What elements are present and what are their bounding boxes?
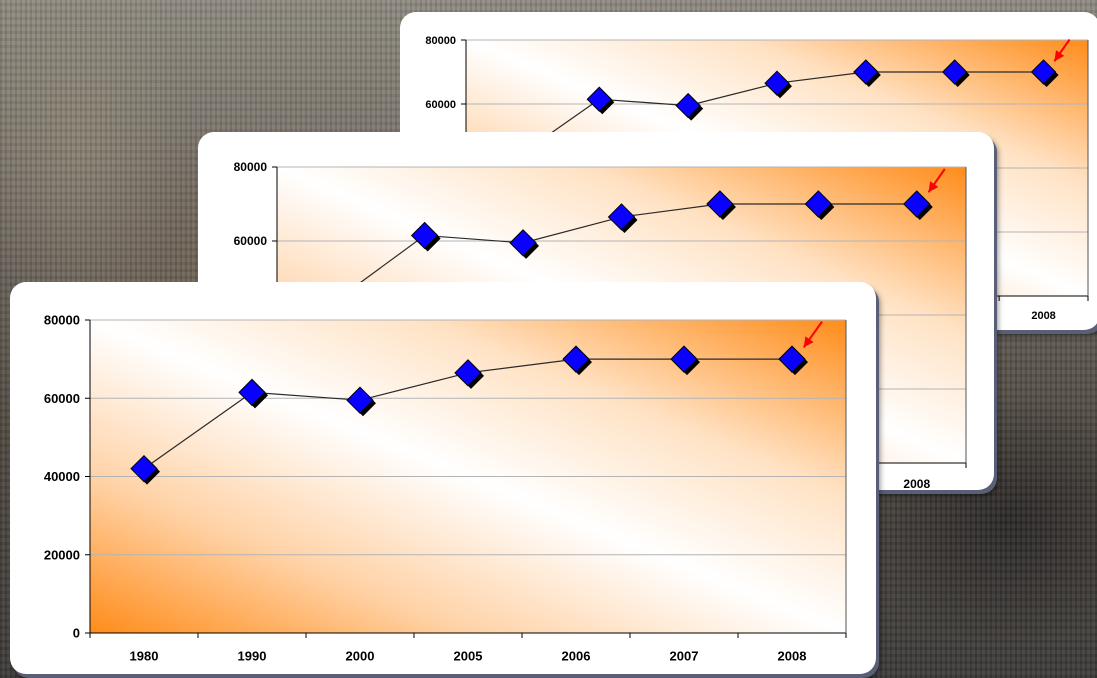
data-point xyxy=(454,359,482,387)
data-point xyxy=(903,190,931,218)
data-point xyxy=(562,345,590,373)
data-point xyxy=(804,190,833,218)
x-tick-label: 2007 xyxy=(670,648,699,663)
y-tick-label: 60000 xyxy=(425,99,456,111)
data-point xyxy=(1030,59,1057,85)
annotation-arrowhead xyxy=(928,181,939,193)
x-tick-label: 2008 xyxy=(1031,310,1055,322)
data-point xyxy=(706,190,734,218)
y-tick-label: 0 xyxy=(73,626,80,641)
y-tick-label: 80000 xyxy=(44,313,80,328)
data-point xyxy=(410,221,439,250)
data-point xyxy=(675,92,701,119)
data-point xyxy=(346,386,374,414)
annotation-arrowhead xyxy=(1054,50,1065,62)
data-point xyxy=(238,378,266,407)
data-point xyxy=(670,345,698,373)
data-point xyxy=(586,86,612,112)
y-tick-label: 80000 xyxy=(425,35,456,47)
data-point xyxy=(942,59,968,85)
x-tick-label: 2006 xyxy=(562,648,591,663)
chart-card-front: 0 20000 40000 60000 80000 1980 1990 2000 2005 200… xyxy=(10,282,876,674)
y-tick-label: 80000 xyxy=(234,160,268,174)
x-tick-label: 1980 xyxy=(130,648,159,663)
y-tick-label: 20000 xyxy=(44,547,80,562)
y-tick-label: 40000 xyxy=(44,469,80,484)
y-tick-label: 60000 xyxy=(44,391,80,406)
chart-svg-front: 0 20000 40000 60000 80000 1980 1990 2000 2005 200… xyxy=(44,313,847,663)
data-point xyxy=(764,70,790,96)
x-tick-label: 1990 xyxy=(238,648,267,663)
data-point xyxy=(607,203,636,231)
data-point xyxy=(509,229,537,257)
x-tick-label: 2005 xyxy=(454,648,483,663)
x-tick-label: 2000 xyxy=(346,648,375,663)
data-point xyxy=(130,454,158,483)
x-tick-label: 2008 xyxy=(903,477,930,490)
annotation-arrowhead xyxy=(803,336,814,348)
data-point xyxy=(778,345,806,373)
x-tick-label: 2008 xyxy=(778,648,807,663)
y-tick-label: 60000 xyxy=(234,234,268,248)
data-point xyxy=(853,59,879,85)
